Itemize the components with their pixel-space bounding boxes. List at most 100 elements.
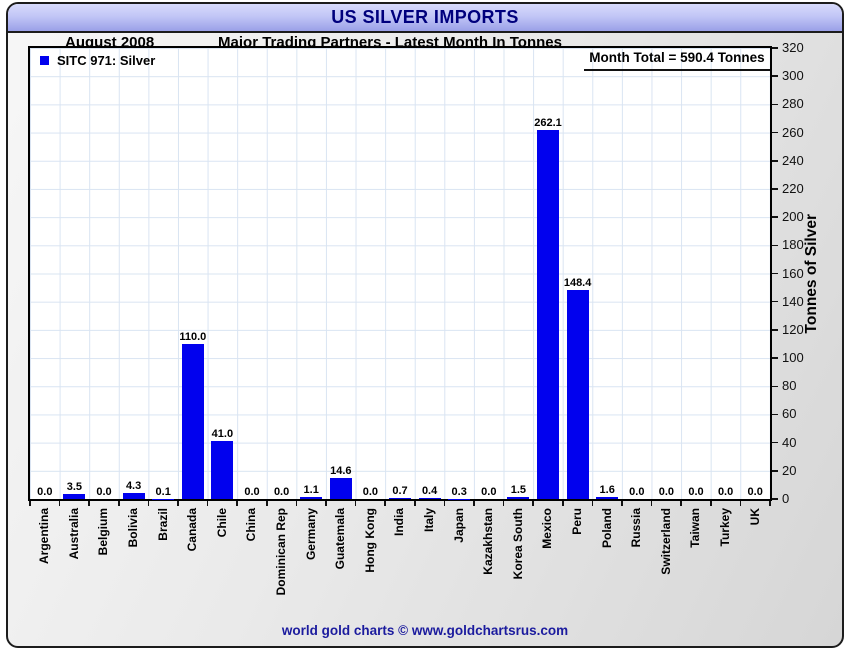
x-tick-mark [206,501,209,506]
x-tick-mark [739,501,742,506]
y-tick-label: 180 [782,237,804,253]
x-tick-mark [384,501,386,506]
x-label-cell: Russia [622,508,652,626]
y-tick-label: 240 [782,152,804,168]
x-label-australia: Australia [66,508,81,560]
x-label-cell: Italy [415,508,445,626]
y-tick-label: 100 [782,350,804,366]
x-tick-mark [266,501,268,506]
bar-value-label: 0.1 [155,485,171,498]
x-label-cell: Germany [296,508,326,626]
x-label-hong-kong: Hong Kong [362,508,377,573]
x-label-cell: India [385,508,415,626]
x-label-kazakhstan: Kazakhstan [481,508,496,575]
y-tick-mark [772,244,778,247]
bar-italy [418,498,441,499]
x-tick-mark [236,501,238,506]
x-label-cell: Guatemala [326,508,356,626]
bar-australia [63,494,86,499]
x-label-turkey: Turkey [717,508,732,547]
x-tick-mark [591,501,594,506]
y-tick-label: 260 [782,124,804,140]
y-tick-label: 40 [782,434,797,450]
y-tick-label: 160 [782,265,804,281]
x-label-cell: Turkey [711,508,741,626]
bar-value-label: 0.7 [392,485,408,498]
y-tick-mark [772,441,778,444]
bar-value-label: 1.1 [303,484,319,497]
x-label-cell: Peru [563,508,593,626]
y-tick-label: 300 [782,68,804,84]
y-tick-label: 60 [782,406,797,422]
x-label-japan: Japan [451,508,466,543]
bar-value-label: 0.0 [244,486,260,498]
x-tick-mark [680,501,682,506]
bar-value-label: 0.0 [273,486,290,498]
x-label-cell: Korea South [504,508,534,626]
x-tick-mark [58,501,61,506]
x-label-cell: China [237,508,267,626]
x-label-canada: Canada [185,508,200,552]
x-label-cell: Dominican Rep [267,508,297,626]
bar-value-label: 0.3 [451,485,467,498]
y-tick-label: 140 [782,293,804,309]
x-label-switzerland: Switzerland [658,508,673,575]
x-tick-mark [769,501,771,506]
x-label-italy: Italy [422,508,437,533]
y-tick-label: 20 [782,462,797,478]
x-tick-mark [710,501,712,506]
bar-value-label: 262.1 [534,116,562,129]
x-label-guatemala: Guatemala [333,508,348,570]
x-label-peru: Peru [569,508,584,535]
bar-value-label: 0.0 [688,486,704,498]
y-tick-label: 200 [782,209,804,225]
bar-germany [300,497,323,499]
bar-value-label: 0.0 [37,486,53,498]
y-tick-label: 320 [782,40,804,55]
x-label-brazil: Brazil [155,508,170,541]
y-tick-mark [772,103,778,106]
x-tick-mark [414,501,416,506]
x-tick-mark [325,501,327,506]
bar-value-label: 1.6 [599,483,615,496]
bar-value-label: 0.0 [747,486,763,498]
x-tick-mark [147,501,150,506]
x-tick-mark [118,501,120,506]
bar-value-label: 110.0 [179,330,207,343]
x-label-chile: Chile [214,508,229,538]
bar-value-label: 14.6 [330,465,352,478]
x-label-india: India [392,508,407,537]
x-tick-mark [443,501,446,506]
y-tick-mark [772,160,778,162]
x-label-argentina: Argentina [37,508,52,565]
x-label-germany: Germany [303,508,318,561]
y-tick-mark [772,498,778,500]
chart-title: US SILVER IMPORTS [331,7,519,27]
bar-value-label: 0.0 [96,486,112,498]
bar-peru [566,289,589,499]
x-label-dominican-rep: Dominican Rep [274,508,289,596]
legend: SITC 971: Silver [40,53,155,68]
bar-value-label: 0.4 [421,485,438,498]
x-label-cell: Argentina [30,508,60,626]
y-tick-mark [772,329,778,331]
y-axis-title-strip: Tonnes of Silver [800,48,824,499]
x-tick-mark [562,501,564,506]
x-tick-mark [177,501,179,506]
y-tick-mark [772,300,778,303]
x-label-russia: Russia [629,508,644,548]
bar-india [389,498,411,499]
x-tick-mark [29,501,31,506]
x-label-cell: Australia [60,508,90,626]
bar-value-label: 0.0 [658,486,675,498]
x-label-cell: Poland [592,508,622,626]
y-tick-mark [772,216,778,218]
x-tick-mark [473,501,475,506]
x-label-cell: Bolivia [119,508,149,626]
bars-layer: 0.0 3.5 0.0 4.3 0.1 110.0 41.0 0.0 0.0 1.1 14.6 0.0… [30,48,770,499]
x-label-cell: Hong Kong [356,508,386,626]
y-tick-mark [772,470,778,472]
bar-korea-south [507,496,530,499]
plot-area: SITC 971: Silver Month Total = 590.4 Ton… [28,46,772,501]
x-label-cell: Chile [208,508,238,626]
